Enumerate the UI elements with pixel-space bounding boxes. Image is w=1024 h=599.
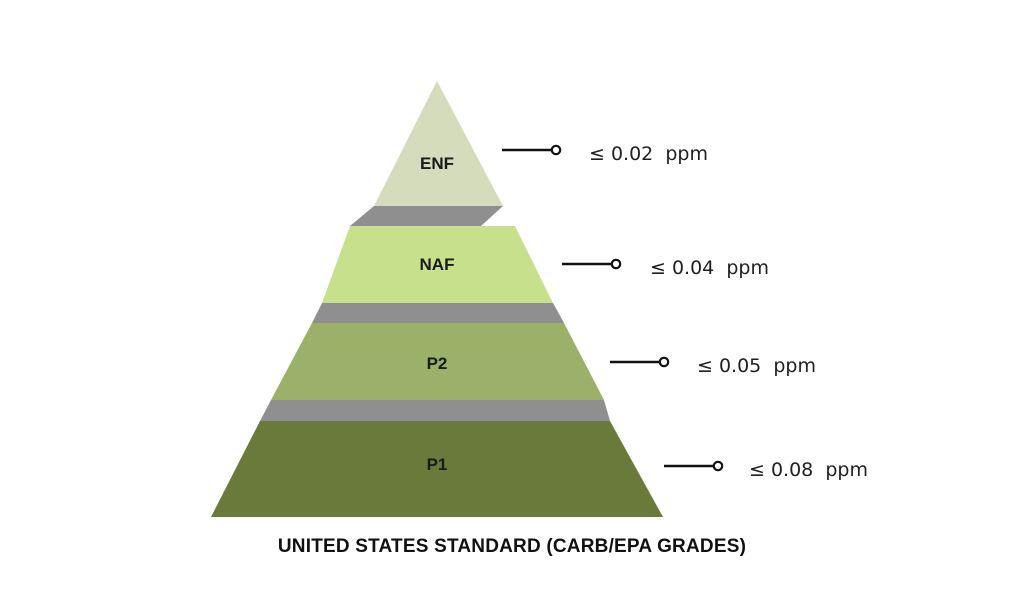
leader-naf xyxy=(562,258,622,270)
limit-label-p1: ≤ 0.08 ppm xyxy=(749,459,868,481)
limit-label-naf: ≤ 0.04 ppm xyxy=(650,257,769,279)
tier-enf xyxy=(374,81,503,206)
tier-naf xyxy=(322,226,553,303)
limit-label-enf: ≤ 0.02 ppm xyxy=(589,143,708,165)
tier-label-p2: P2 xyxy=(427,354,448,373)
limit-label-p2: ≤ 0.05 ppm xyxy=(697,355,816,377)
tier-label-enf: ENF xyxy=(420,154,454,173)
connector-p2-p1 xyxy=(260,400,610,421)
connector-naf-p2 xyxy=(312,303,564,323)
leader-p1 xyxy=(664,460,724,472)
tier-label-p1: P1 xyxy=(427,455,448,474)
connector-enf-naf xyxy=(350,206,503,226)
tier-label-naf: NAF xyxy=(420,255,455,274)
leader-p2 xyxy=(610,356,670,368)
tier-p1 xyxy=(211,421,663,517)
leader-enf xyxy=(502,144,562,156)
tier-p2 xyxy=(271,323,604,400)
diagram-caption: UNITED STATES STANDARD (CARB/EPA GRADES) xyxy=(277,536,747,557)
